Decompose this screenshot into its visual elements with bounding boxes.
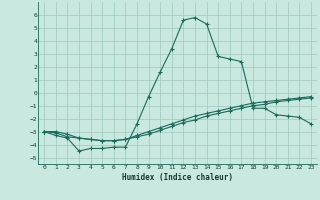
X-axis label: Humidex (Indice chaleur): Humidex (Indice chaleur) bbox=[122, 173, 233, 182]
